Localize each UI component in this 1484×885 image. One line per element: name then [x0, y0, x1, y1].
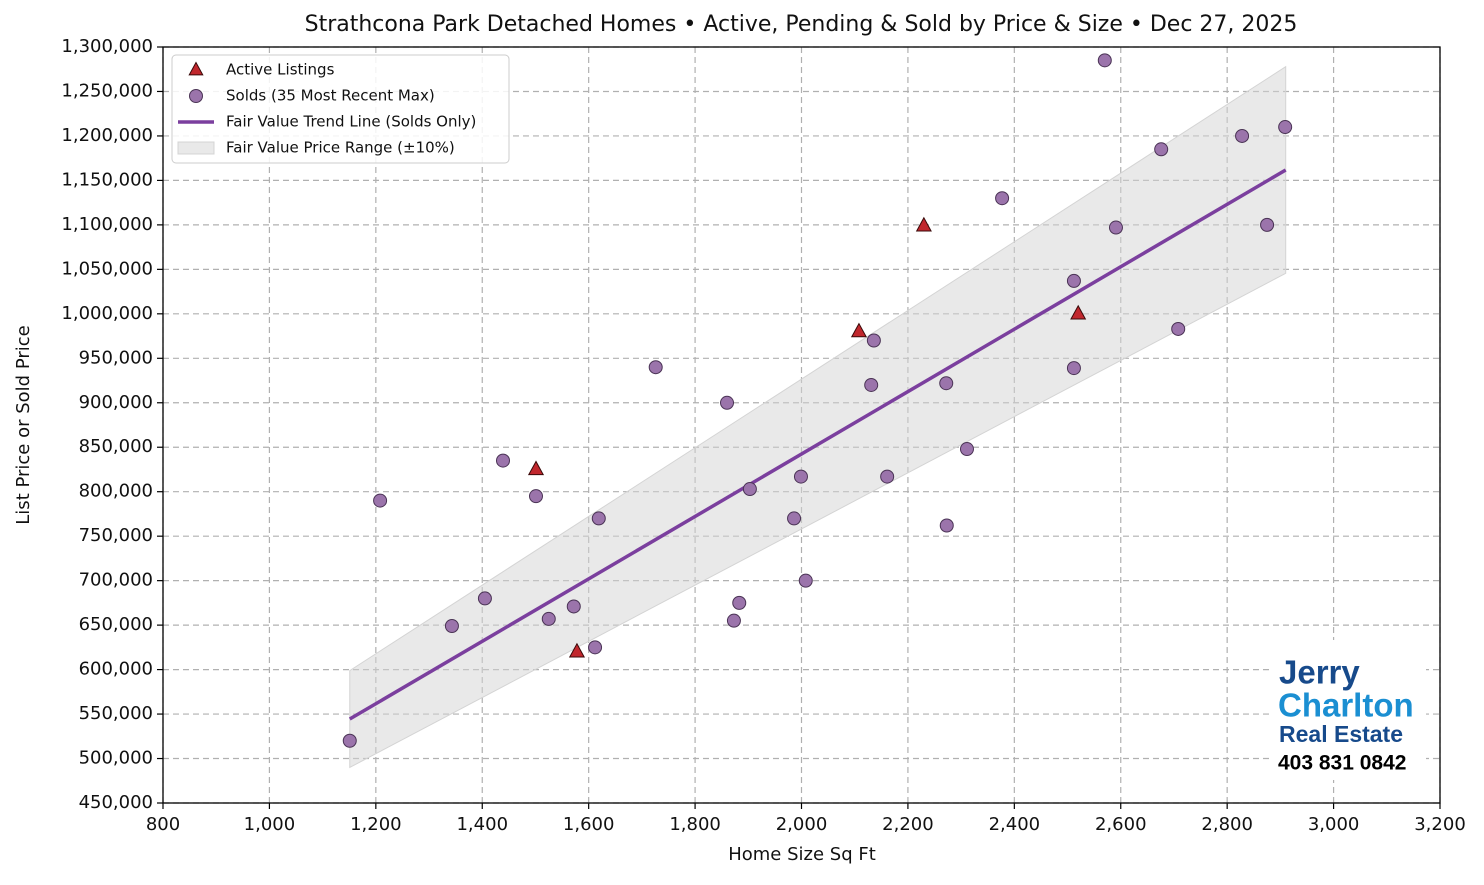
- sold-point: [477, 591, 492, 606]
- price-range-band: [349, 65, 1287, 769]
- y-tick-label: 1,050,000: [61, 258, 153, 279]
- sold-point: [864, 377, 879, 392]
- active-point: [850, 322, 868, 338]
- y-tick-label: 1,100,000: [61, 214, 153, 235]
- sold-point: [726, 613, 741, 628]
- legend-label: Solds (35 Most Recent Max): [226, 87, 435, 105]
- x-tick-label: 1,600: [563, 814, 615, 835]
- active-point: [568, 642, 586, 658]
- sold-point: [880, 469, 895, 484]
- x-tick-label: 2,800: [1201, 814, 1253, 835]
- sold-point: [342, 733, 357, 748]
- sold-point: [787, 511, 802, 526]
- y-tick-label: 450,000: [79, 792, 153, 813]
- x-tick-label: 800: [146, 814, 180, 835]
- sold-point: [541, 611, 556, 626]
- sold-point: [995, 191, 1010, 206]
- y-axis-label: List Price or Sold Price: [13, 325, 34, 524]
- sold-point: [444, 619, 459, 634]
- y-tick-label: 950,000: [79, 347, 153, 368]
- y-tick-label: 650,000: [79, 614, 153, 635]
- x-tick-label: 2,400: [989, 814, 1041, 835]
- active-point: [915, 216, 932, 232]
- x-tick-label: 3,000: [1308, 814, 1360, 835]
- y-tick-label: 500,000: [79, 748, 153, 769]
- legend-box: [171, 54, 510, 164]
- x-axis-label: Home Size Sq Ft: [728, 844, 876, 865]
- plot-marks: [342, 53, 1293, 769]
- sold-point: [648, 360, 663, 375]
- x-tick-label: 1,200: [350, 814, 402, 835]
- y-tick-label: 1,250,000: [61, 80, 153, 101]
- active-point: [527, 460, 545, 476]
- sold-point: [1235, 128, 1250, 143]
- sold-point: [732, 595, 747, 610]
- logo-phone: 403 831 0842: [1278, 752, 1406, 775]
- x-tick-label: 1,400: [456, 814, 508, 835]
- sold-point: [1260, 217, 1275, 232]
- sold-point: [1154, 142, 1169, 157]
- legend-label: Active Listings: [226, 61, 335, 79]
- legend-swatch: [177, 141, 215, 155]
- y-tick-label: 550,000: [79, 703, 153, 724]
- sold-point: [373, 493, 388, 508]
- legend-label: Fair Value Trend Line (Solds Only): [226, 113, 476, 131]
- logo-text: Jerry: [1279, 654, 1360, 691]
- logo-background: [1272, 640, 1426, 780]
- x-tick-label: 1,000: [244, 814, 296, 835]
- sold-point: [566, 599, 581, 614]
- legend-swatch: [188, 61, 204, 76]
- y-tick-label: 750,000: [79, 525, 153, 546]
- logo: Jerry Charlton Real Estate 403 831 0842: [1272, 640, 1426, 780]
- active-point: [1070, 304, 1087, 320]
- y-tick-label: 1,150,000: [61, 169, 153, 190]
- sold-point: [496, 453, 511, 468]
- sold-point: [1278, 120, 1293, 135]
- sold-point: [1066, 361, 1081, 376]
- y-tick-label: 700,000: [79, 570, 153, 591]
- y-tick-label: 900,000: [79, 392, 153, 413]
- sold-point: [798, 573, 813, 588]
- y-tick-label: 1,200,000: [61, 125, 153, 146]
- sold-point: [793, 469, 808, 484]
- sold-point: [866, 333, 881, 348]
- sold-point: [1097, 53, 1112, 68]
- sold-point: [742, 482, 757, 497]
- y-tick-label: 1,000,000: [61, 303, 153, 324]
- x-tick-label: 2,600: [1095, 814, 1147, 835]
- x-tick-label: 2,200: [882, 814, 934, 835]
- sold-point: [588, 640, 603, 655]
- legend-label: Fair Value Price Range (±10%): [226, 139, 455, 157]
- legend: Active Listings Solds (35 Most Recent Max…: [171, 54, 510, 164]
- y-tick-label: 850,000: [79, 436, 153, 457]
- chart-title: Strathcona Park Detached Homes • Active,…: [305, 12, 1298, 37]
- sold-point: [1171, 321, 1186, 336]
- x-tick-label: 3,200: [1414, 814, 1466, 835]
- sold-point: [939, 376, 954, 391]
- x-tick-label: 2,000: [776, 814, 828, 835]
- sold-point: [591, 511, 606, 526]
- sold-point: [528, 489, 543, 504]
- trend-line: [348, 168, 1287, 721]
- x-tick-label: 1,800: [669, 814, 721, 835]
- sold-point: [1108, 220, 1123, 235]
- sold-point: [959, 442, 974, 457]
- legend-swatch: [189, 89, 203, 103]
- plot-frame: [162, 46, 1441, 804]
- sold-point: [939, 518, 954, 533]
- y-tick-label: 800,000: [79, 481, 153, 502]
- sold-point: [1066, 273, 1081, 288]
- logo-text: Charlton: [1278, 687, 1414, 724]
- logo-text: Real Estate: [1279, 721, 1403, 747]
- y-tick-label: 600,000: [79, 659, 153, 680]
- sold-point: [720, 395, 735, 410]
- y-tick-label: 1,300,000: [61, 36, 153, 57]
